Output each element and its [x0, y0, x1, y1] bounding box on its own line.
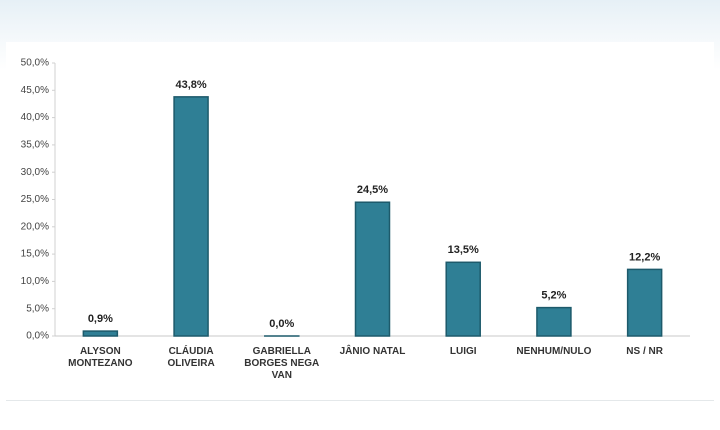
value-label: 5,2%	[541, 290, 566, 302]
y-tick-label: 35,0%	[21, 140, 49, 151]
value-label: 43,8%	[175, 79, 206, 91]
y-tick-label: 45,0%	[21, 85, 49, 96]
value-label: 12,2%	[629, 251, 660, 263]
y-tick-label: 50,0%	[21, 58, 49, 69]
x-tick-label: GABRIELLA BORGES NEGA VAN	[244, 346, 320, 381]
bar	[445, 261, 481, 337]
bar	[354, 201, 391, 337]
y-tick-label: 40,0%	[21, 112, 49, 123]
y-tick-label: 10,0%	[21, 276, 49, 287]
x-tick-label: NS / NR	[626, 346, 663, 357]
x-tick-label: LUIGI	[449, 346, 477, 357]
bar	[173, 96, 209, 337]
x-tick-label: NENHUM/NULO	[516, 346, 592, 357]
x-tick-label: CLÁUDIA OLIVEIRA	[167, 346, 215, 369]
value-label: 0,9%	[88, 313, 113, 325]
y-tick-label: 30,0%	[21, 167, 49, 178]
bar	[536, 306, 572, 337]
y-tick-label: 15,0%	[21, 249, 49, 260]
value-label: 0,0%	[269, 318, 294, 330]
x-tick-label: ALYSON MONTEZANO	[68, 346, 133, 369]
value-label: 24,5%	[357, 184, 388, 196]
y-tick-label: 25,0%	[21, 194, 49, 205]
bar	[626, 268, 663, 337]
x-tick-label: JÂNIO NATAL	[339, 346, 406, 357]
y-tick-label: 5,0%	[26, 303, 49, 314]
value-label: 13,5%	[448, 244, 479, 256]
bar	[82, 330, 119, 337]
y-tick-label: 20,0%	[21, 221, 49, 232]
y-tick-label: 0,0%	[26, 331, 49, 342]
